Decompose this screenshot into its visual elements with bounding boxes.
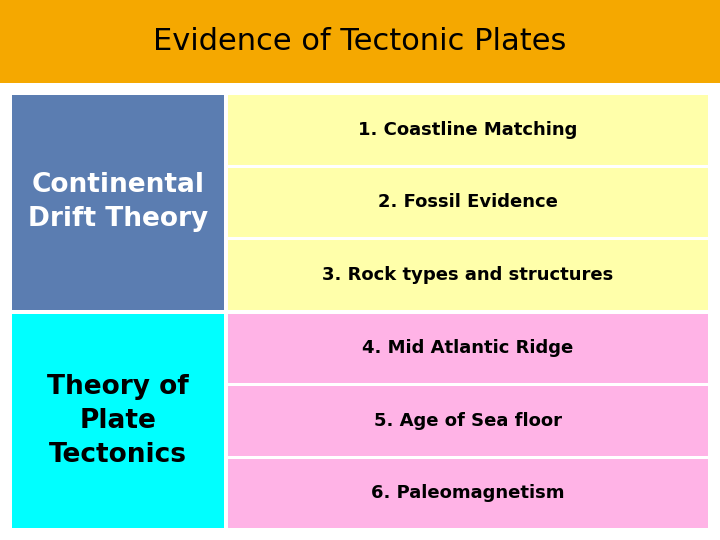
Bar bbox=[228, 458, 708, 528]
Bar bbox=[228, 95, 708, 165]
Bar bbox=[228, 167, 708, 237]
Text: 2. Fossil Evidence: 2. Fossil Evidence bbox=[378, 193, 558, 211]
Bar bbox=[228, 314, 708, 383]
Text: 6. Paleomagnetism: 6. Paleomagnetism bbox=[372, 484, 564, 502]
Bar bbox=[12, 95, 224, 309]
Text: 5. Age of Sea floor: 5. Age of Sea floor bbox=[374, 411, 562, 430]
Text: Continental
Drift Theory: Continental Drift Theory bbox=[28, 172, 208, 232]
Bar bbox=[12, 314, 224, 528]
Text: 1. Coastline Matching: 1. Coastline Matching bbox=[359, 121, 577, 139]
Text: Theory of
Plate
Tectonics: Theory of Plate Tectonics bbox=[47, 374, 189, 468]
Bar bbox=[0, 0, 720, 83]
Bar bbox=[228, 240, 708, 309]
Text: Evidence of Tectonic Plates: Evidence of Tectonic Plates bbox=[153, 27, 567, 56]
Bar bbox=[228, 386, 708, 456]
Bar bbox=[12, 95, 708, 528]
Text: 4. Mid Atlantic Ridge: 4. Mid Atlantic Ridge bbox=[362, 339, 574, 357]
Text: 3. Rock types and structures: 3. Rock types and structures bbox=[323, 266, 613, 284]
